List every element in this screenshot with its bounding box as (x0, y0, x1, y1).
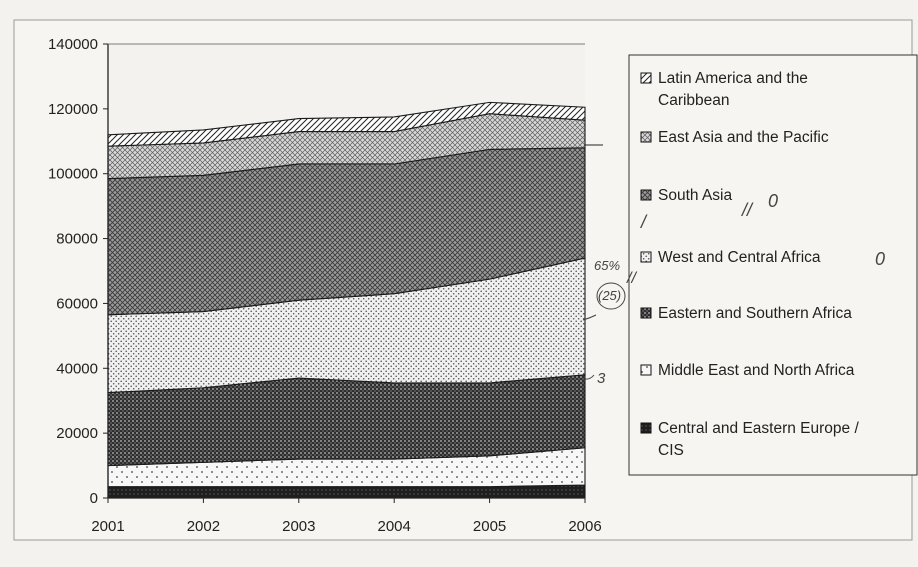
x-tick-label: 2002 (187, 518, 220, 535)
annotation-circle (596, 282, 626, 310)
legend-swatch (640, 251, 652, 263)
legend-label: Central and Eastern Europe / (658, 420, 859, 437)
legend-swatch (640, 307, 652, 319)
y-tick-label: 80000 (56, 231, 98, 248)
legend-label: West and Central Africa (658, 249, 821, 266)
handwritten-note: 65% (594, 258, 620, 273)
legend-label: CIS (658, 442, 684, 459)
y-tick-label: 0 (90, 490, 98, 507)
x-tick-label: 2006 (568, 518, 601, 535)
legend-swatch (640, 131, 652, 143)
y-tick-label: 60000 (56, 295, 98, 312)
handwritten-note: 0 (875, 249, 885, 269)
plot-area (107, 44, 586, 499)
x-tick-label: 2001 (91, 518, 124, 535)
annotation-pointer (583, 374, 595, 380)
handwritten-annotations: 0///0//65%(25)3 (582, 144, 885, 387)
handwritten-note: 3 (597, 370, 606, 387)
y-tick-label: 20000 (56, 425, 98, 442)
x-tick-label: 2003 (282, 518, 315, 535)
legend: Latin America and the Caribbean East Asia … (628, 54, 918, 476)
legend-box (628, 54, 918, 476)
y-tick-label: 120000 (48, 101, 98, 118)
legend-label: Eastern and Southern Africa (658, 305, 852, 322)
legend-label: East Asia and the Pacific (658, 129, 829, 146)
legend-label: South Asia (658, 187, 732, 204)
legend-swatch (640, 364, 652, 376)
x-tick-label: 2005 (473, 518, 506, 535)
handwritten-note: 0 (768, 191, 778, 211)
legend-label: Caribbean (658, 92, 730, 109)
handwritten-note: // (740, 200, 754, 220)
legend-swatch (640, 72, 652, 84)
legend-label: Middle East and North Africa (658, 362, 855, 379)
x-tick-label: 2004 (378, 518, 411, 535)
area-latin-america-and-the-caribbean (107, 101, 586, 147)
axes: 0 20000 40000 60000 80000 100000 120000 140000 2… (48, 36, 602, 535)
y-tick-label: 40000 (56, 360, 98, 377)
handwritten-note: (25) (598, 288, 621, 303)
legend-swatch (640, 189, 652, 201)
handwritten-note: / (639, 212, 648, 232)
y-tick-label: 140000 (48, 36, 98, 53)
annotation-pointer (582, 314, 597, 321)
legend-swatch (640, 422, 652, 434)
y-tick-label: 100000 (48, 166, 98, 183)
legend-label: Latin America and the (658, 70, 808, 87)
handwritten-note: // (626, 270, 637, 287)
